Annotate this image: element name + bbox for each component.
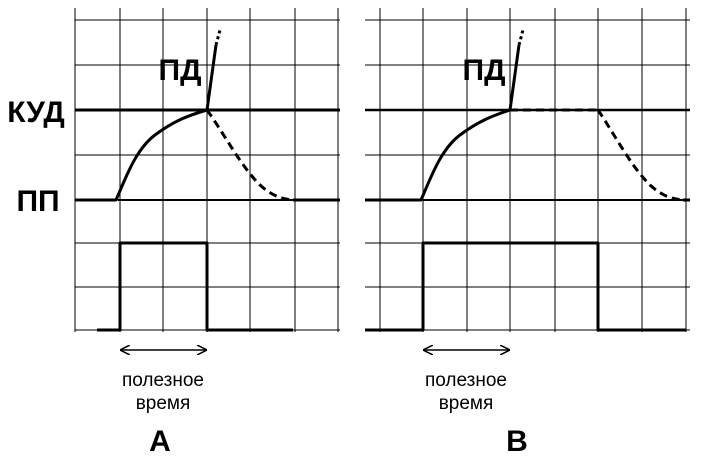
pd-label: ПД [159, 54, 202, 87]
pd-label: ПД [463, 54, 506, 87]
caption: полезное [122, 370, 204, 391]
panel-label: A [149, 425, 171, 458]
caption: время [136, 393, 191, 414]
signal-curve [100, 44, 218, 202]
caption: время [439, 393, 494, 414]
panel-label: B [506, 425, 528, 458]
pulse [365, 241, 686, 332]
signal-curve [214, 29, 222, 46]
decay-curve [205, 109, 294, 202]
signal-curve [405, 44, 521, 202]
decay-curve [596, 109, 684, 202]
pp-label: ПП [16, 185, 59, 218]
pulse [97, 241, 293, 332]
signal-curve [517, 29, 525, 46]
kud-label: КУД [7, 96, 65, 129]
caption: полезное [425, 370, 507, 391]
